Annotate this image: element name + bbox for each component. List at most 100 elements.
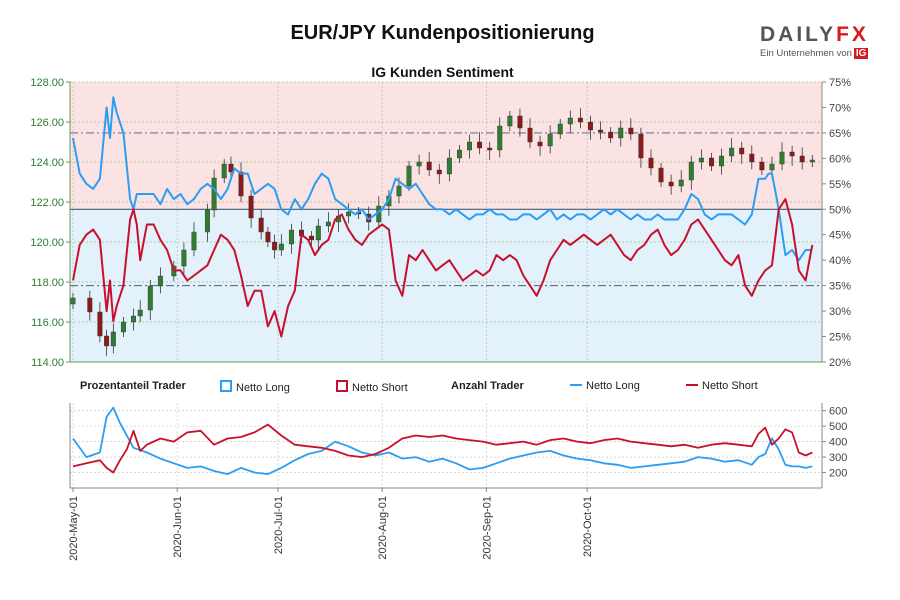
candle-body [110,331,116,347]
sentiment-background [70,82,822,362]
candle-body [137,309,143,317]
date-tick-label: 2020-Aug-01 [377,496,389,560]
candle-body [668,181,674,187]
price-axis: 114.00 116.00 118.00 120.00 122.00 124.00 126.… [30,77,70,369]
date-tick-label: 2020-Jul-01 [273,496,285,554]
percent-tick-label: 30% [829,306,851,318]
candle-body [588,121,593,131]
count-tick-label: 500 [829,421,847,433]
candle-body [104,335,110,347]
trader-count-panel: 200 300 400 500 600 [69,403,847,489]
candle-body [446,157,452,175]
candle-body [487,147,493,151]
candle-body [238,171,244,197]
candle-body [537,141,543,147]
candle-body [325,221,331,227]
candle-body [789,151,795,157]
candle-body [517,115,523,129]
date-tick-label: 2020-Sep-01 [481,496,493,560]
candle-body [248,195,254,219]
logo-brand-b: FX [836,23,869,46]
date-tick-label: 2020-Oct-01 [582,496,594,557]
candle-body [648,157,654,169]
chart-title: EUR/JPY Kundenpositionierung [290,22,595,44]
legend-long-swatch [220,380,232,392]
candle-body [507,115,513,127]
candle-body [719,155,725,167]
logo-tagline: Ein Unternehmen von IG [760,48,870,59]
candle-body [191,231,197,251]
legend-group-count: Anzahl Trader [451,380,524,392]
percent-tick-label: 55% [829,179,851,191]
short-region [70,82,822,210]
candle-body [181,249,187,267]
candle-body [456,149,462,159]
candle-body [211,177,217,211]
candle-body [265,231,271,243]
candle-body [131,315,136,323]
candle-body [658,167,664,183]
candle-body [258,217,264,233]
candle-body [527,127,533,143]
price-tick-label: 128.00 [30,77,64,89]
candle-body [467,141,472,151]
date-axis: 2020-May-01 2020-Jun-01 2020-Jul-01 2020-Au… [68,488,594,561]
candle-body [547,133,553,147]
candle-body [416,161,422,167]
candle-body [557,123,563,135]
legend-count-short-label: Netto Short [702,380,758,392]
legend-pct-short-label: Netto Short [352,382,408,394]
candle-body [204,209,210,233]
percent-tick-label: 65% [829,128,851,140]
legend-pct-long: Netto Long [220,380,290,394]
logo-wordmark: DAILYFX [760,24,870,46]
main-frame [69,82,823,363]
percent-series [72,96,814,338]
legend-count-long-swatch [570,384,582,386]
candle-body [147,285,153,311]
candle-body [436,169,442,175]
count-long-line [72,406,813,475]
legend-count-long: Netto Long [570,380,640,392]
pct-long-line [72,96,813,262]
candle-body [396,185,402,197]
logo-brand-a: DAILY [760,23,837,46]
dailyfx-logo: DAILYFX Ein Unternehmen von IG [760,24,870,59]
candle-body [769,163,775,171]
candle-body [120,321,126,333]
candle-body [688,161,694,181]
legend-count-short-swatch [686,384,698,386]
candle-body [678,179,684,187]
count-tick-label: 400 [829,437,847,449]
logo-tagline-text: Ein Unternehmen von [760,48,852,59]
candle-body [598,129,604,133]
count-tick-label: 600 [829,406,847,418]
percent-tick-label: 45% [829,230,851,242]
percent-tick-label: 40% [829,255,851,267]
price-tick-label: 120.00 [30,237,64,249]
candle-body [779,151,785,165]
candle-body [749,153,755,163]
percent-tick-label: 60% [829,153,851,165]
candle-body [346,211,352,217]
legend-group-percent: Prozentanteil Trader [80,380,186,392]
percent-tick-label: 70% [829,102,851,114]
percent-tick-label: 35% [829,281,851,293]
count-tick-label: 300 [829,452,847,464]
chart-subtitle: IG Kunden Sentiment [371,64,514,80]
date-tick-label: 2020-May-01 [68,496,80,561]
candle-body [759,161,765,171]
candle-body [477,141,483,149]
price-tick-label: 122.00 [30,197,64,209]
legend-pct-long-label: Netto Long [236,382,290,394]
candle-body [406,165,412,187]
candle-body [288,229,294,245]
candle-body [628,127,634,135]
legend-pct-short: Netto Short [336,380,408,394]
price-candles [70,108,815,356]
candle-body [97,311,103,337]
candle-body [309,235,315,241]
candle-body [698,157,704,163]
date-tick-label: 2020-Jun-01 [172,496,184,558]
candle-body [315,225,321,241]
